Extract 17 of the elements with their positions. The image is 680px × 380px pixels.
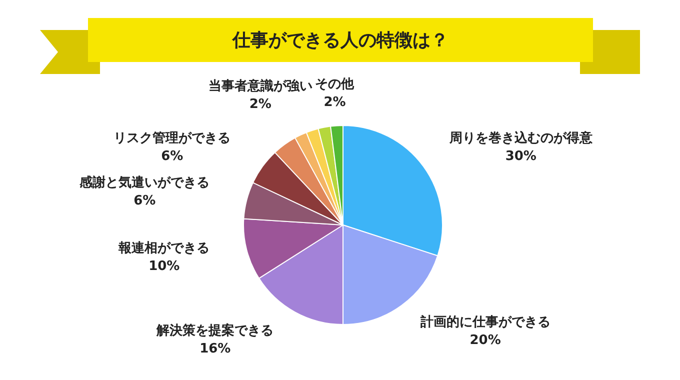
slice-label: 報連相ができる [118, 241, 210, 256]
data-label: 16% [200, 342, 231, 357]
slice-label: 計画的に仕事ができる [419, 314, 550, 330]
slice-label: リスク管理ができる [114, 131, 231, 146]
data-label: 20% [470, 332, 501, 348]
data-label: 30% [505, 149, 536, 164]
slice-label: 解決策を提案できる [156, 322, 274, 339]
data-label: 6% [161, 149, 184, 164]
data-label: 2% [249, 97, 272, 112]
data-label: 10% [148, 259, 180, 274]
slice-label: 当事者意識が強い [208, 78, 312, 94]
slice-label: 感謝と気遣いができる [78, 174, 210, 191]
data-label: 2% [324, 95, 346, 110]
chart-title: 仕事ができる人の特徴は？ [88, 18, 593, 62]
slice-label: その他 [315, 77, 356, 92]
slice-label: 周りを巻き込むのが得意 [448, 130, 594, 146]
data-label: 6% [134, 194, 156, 209]
